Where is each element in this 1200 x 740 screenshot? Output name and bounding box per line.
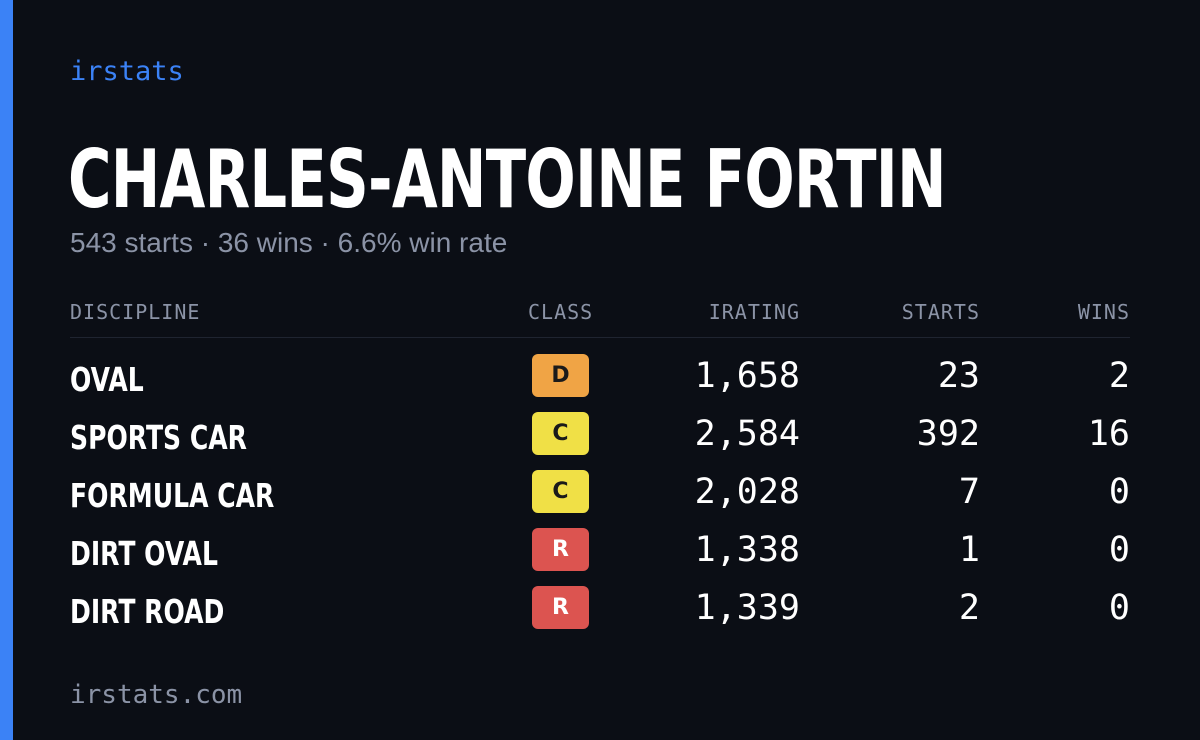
wins-value: 2 [1108, 356, 1130, 396]
driver-summary: 543 starts · 36 wins · 6.6% win rate [70, 227, 508, 258]
table-row: FORMULA CAR C 2,028 7 0 [70, 468, 1130, 526]
irating-value: 2,028 [694, 472, 800, 512]
class-badge: D [532, 354, 589, 397]
discipline-name: SPORTS CAR [70, 418, 247, 457]
wins-value: 0 [1108, 588, 1130, 628]
driver-name: CHARLES-ANTOINE FORTIN [68, 133, 947, 226]
class-badge: R [532, 586, 589, 629]
wins-value: 0 [1108, 530, 1130, 570]
wins-value: 0 [1108, 472, 1130, 512]
starts-value: 1 [958, 530, 980, 570]
irating-value: 1,338 [694, 530, 800, 570]
discipline-name: OVAL [70, 360, 144, 399]
irating-value: 1,339 [694, 588, 800, 628]
header-class: CLASS [528, 300, 594, 324]
starts-value: 392 [916, 414, 980, 454]
brand-logo: irstats [70, 56, 184, 87]
starts-value: 2 [958, 588, 980, 628]
discipline-name: DIRT OVAL [70, 534, 218, 573]
header-starts: STARTS [901, 300, 980, 324]
irating-value: 1,658 [694, 356, 800, 396]
table-body: OVAL D 1,658 23 2 SPORTS CAR C 2,584 392… [70, 352, 1130, 642]
discipline-name: DIRT ROAD [70, 592, 225, 631]
class-badge: C [532, 470, 589, 513]
table-row: DIRT OVAL R 1,338 1 0 [70, 526, 1130, 584]
table-row: OVAL D 1,658 23 2 [70, 352, 1130, 410]
starts-value: 7 [958, 472, 980, 512]
class-badge: R [532, 528, 589, 571]
header-wins: WINS [1077, 300, 1130, 324]
irating-value: 2,584 [694, 414, 800, 454]
table-header: DISCIPLINE CLASS IRATING STARTS WINS [70, 300, 1130, 338]
accent-bar [0, 0, 13, 740]
starts-value: 23 [937, 356, 980, 396]
header-irating: IRATING [708, 300, 800, 324]
class-badge: C [532, 412, 589, 455]
discipline-name: FORMULA CAR [70, 476, 275, 515]
table-row: SPORTS CAR C 2,584 392 16 [70, 410, 1130, 468]
wins-value: 16 [1087, 414, 1130, 454]
footer-url: irstats.com [70, 680, 243, 710]
table-row: DIRT ROAD R 1,339 2 0 [70, 584, 1130, 642]
header-discipline: DISCIPLINE [70, 300, 201, 324]
